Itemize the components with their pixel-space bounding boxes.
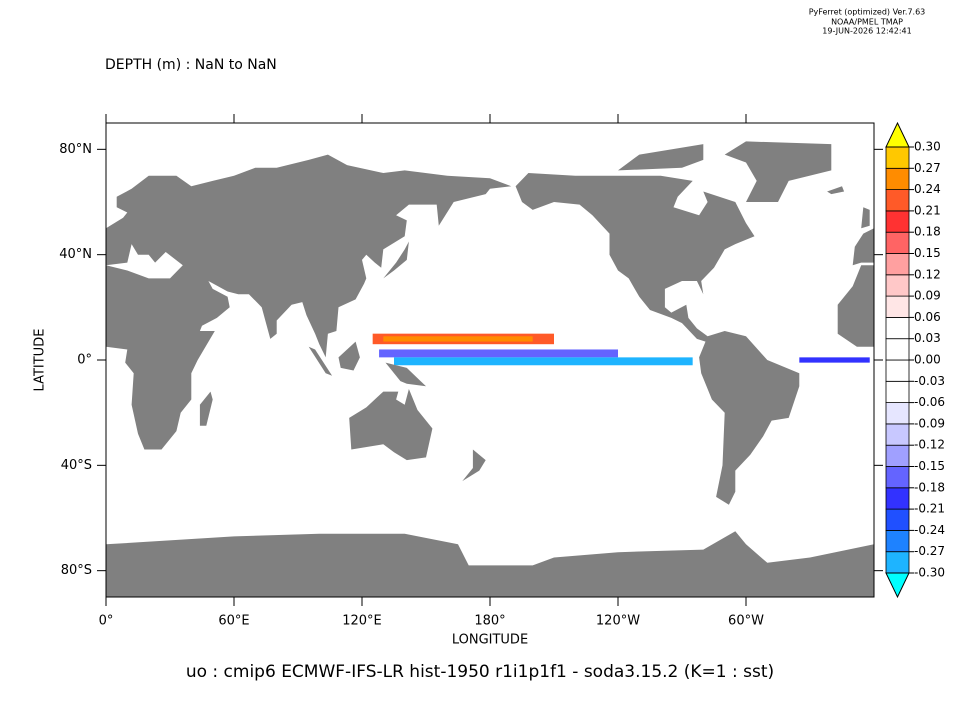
colorbar-box xyxy=(885,508,910,531)
colorbar-label: -0.15 xyxy=(914,459,945,473)
colorbar-label: -0.06 xyxy=(914,395,945,409)
header: PyFerret (optimized) Ver.7.63 xyxy=(809,8,926,17)
colorbar-label: 0.09 xyxy=(914,289,941,303)
land xyxy=(338,341,360,371)
land xyxy=(827,186,845,195)
y-tick-label: 40°S xyxy=(61,458,92,473)
y-axis-label: LATITUDE xyxy=(33,329,48,392)
colorbar-label: 0.06 xyxy=(914,310,941,324)
land xyxy=(515,173,800,505)
current-region xyxy=(379,349,618,358)
colorbar-box xyxy=(885,359,910,382)
land xyxy=(861,207,870,229)
colorbar-box xyxy=(885,380,910,403)
colorbar-label: -0.03 xyxy=(914,374,945,388)
current-region xyxy=(799,357,870,363)
colorbar-box xyxy=(885,231,910,254)
land xyxy=(199,391,213,426)
colorbar-label: -0.12 xyxy=(914,438,945,452)
colorbar-label: 0.24 xyxy=(914,182,941,196)
colorbar-box xyxy=(885,146,910,169)
colorbar-box xyxy=(885,423,910,446)
colorbar-box xyxy=(885,167,910,191)
colorbar-box xyxy=(885,444,910,467)
colorbar-box xyxy=(885,338,910,361)
colorbar-label: 0.15 xyxy=(914,246,941,260)
colorbar-label: -0.30 xyxy=(914,566,945,580)
x-tick-label: 0° xyxy=(99,614,114,629)
land xyxy=(308,346,333,376)
colorbar-box xyxy=(885,402,910,425)
colorbar-label: -0.21 xyxy=(914,502,945,516)
colorbar-box xyxy=(885,316,910,340)
land xyxy=(724,141,832,202)
x-axis-label: LONGITUDE xyxy=(452,633,528,648)
y-tick-label: 80°S xyxy=(61,563,92,578)
land xyxy=(618,144,704,171)
land xyxy=(106,531,874,597)
colorbar-over xyxy=(885,121,910,148)
land xyxy=(106,154,512,450)
colorbar-label: 0.30 xyxy=(914,140,941,154)
current-region xyxy=(394,357,693,366)
land xyxy=(852,228,874,266)
colorbar-under xyxy=(885,572,910,599)
chart-title: DEPTH (m) : NaN to NaN xyxy=(105,57,277,73)
caption: uo : cmip6 ECMWF-IFS-LR hist-1950 r1i1p1… xyxy=(186,662,774,682)
y-tick-label: 80°N xyxy=(59,142,92,157)
colorbar-box xyxy=(885,210,910,233)
colorbar-label: -0.24 xyxy=(914,523,945,537)
colorbar-box xyxy=(885,189,910,212)
current-region xyxy=(383,336,533,342)
colorbar-label: 0.27 xyxy=(914,161,941,175)
land xyxy=(837,265,874,347)
y-tick-label: 40°N xyxy=(59,247,92,262)
x-tick-label: 120°E xyxy=(342,614,382,629)
colorbar-label: -0.18 xyxy=(914,480,945,494)
land xyxy=(462,449,486,482)
colorbar-box xyxy=(885,466,910,489)
colorbar-box xyxy=(885,274,910,297)
colorbar-label: 0.18 xyxy=(914,225,941,239)
land xyxy=(383,241,409,279)
x-tick-label: 120°W xyxy=(596,614,640,629)
colorbar-box xyxy=(885,530,910,553)
colorbar-label: 0.03 xyxy=(914,331,941,345)
x-tick-label: 60°E xyxy=(218,614,249,629)
colorbar-label: -0.27 xyxy=(914,544,945,558)
x-tick-label: 60°W xyxy=(728,614,764,629)
sea xyxy=(106,244,183,279)
x-tick-label: 180° xyxy=(474,614,505,629)
colorbar-box xyxy=(885,253,910,276)
land xyxy=(385,362,426,387)
colorbar-box xyxy=(885,551,910,574)
header: 19-JUN-2026 12:42:41 xyxy=(822,27,911,36)
colorbar-label: -0.09 xyxy=(914,416,945,430)
colorbar-label: 0.21 xyxy=(914,203,941,217)
colorbar-label: 0.00 xyxy=(914,353,941,367)
header: NOAA/PMEL TMAP xyxy=(831,18,903,27)
land xyxy=(349,389,433,461)
colorbar-label: 0.12 xyxy=(914,267,941,281)
y-tick-label: 0° xyxy=(77,353,92,368)
colorbar-box xyxy=(885,487,910,510)
colorbar-box xyxy=(885,295,910,318)
